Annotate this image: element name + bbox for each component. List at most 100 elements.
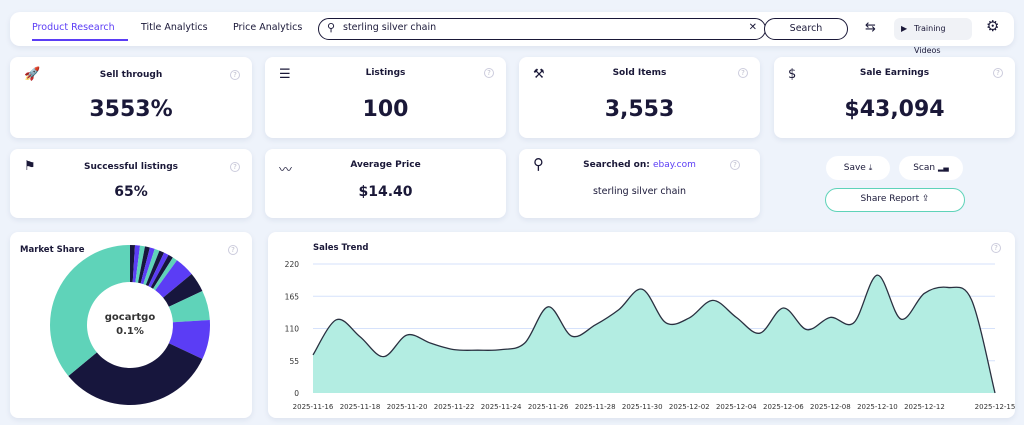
sales-trend-title: Sales Trend	[313, 243, 369, 253]
x-tick-label: 2025-11-22	[434, 403, 475, 411]
card-title: Sale Earnings	[859, 68, 930, 78]
gavel-icon: ⚒	[533, 67, 545, 82]
help-icon[interactable]: ?	[738, 68, 748, 78]
x-tick-label: 2025-12-15	[975, 403, 1015, 411]
market-share-title: Market Share	[20, 245, 85, 255]
tab-price-analytics[interactable]: Price Analytics	[233, 22, 303, 33]
rocket-icon: 🚀	[24, 67, 41, 82]
scan-button[interactable]: Scan ▂▄	[899, 156, 963, 180]
search-button[interactable]: Search	[764, 18, 848, 40]
donut-slice[interactable]	[132, 245, 141, 283]
y-tick-label: 165	[285, 292, 300, 301]
card-title: Listings	[365, 68, 406, 78]
training-videos-label: Training Videos	[914, 24, 946, 55]
x-tick-label: 2025-12-10	[857, 403, 898, 411]
card-value: $43,094	[844, 97, 945, 122]
card-title: Sell through	[99, 70, 163, 80]
x-tick-label: 2025-11-24	[481, 403, 522, 411]
card-value: 100	[362, 97, 409, 122]
x-tick-label: 2025-11-18	[340, 403, 381, 411]
searched-on-line: Searched on: ebay.com	[519, 160, 760, 170]
sell-through-card: 🚀 Sell through 3553% ?	[10, 57, 252, 138]
donut-slice[interactable]	[138, 246, 150, 284]
y-tick-label: 220	[285, 260, 300, 269]
search-icon: ⚲	[327, 21, 336, 34]
donut-slice[interactable]	[150, 254, 173, 289]
tab-title-analytics[interactable]: Title Analytics	[141, 22, 208, 33]
help-icon[interactable]: ?	[484, 68, 494, 78]
x-tick-label: 2025-11-16	[293, 403, 334, 411]
donut-slice[interactable]	[130, 245, 136, 283]
share-report-button[interactable]: Share Report ⇪	[825, 188, 965, 212]
search-query: sterling silver chain	[592, 186, 687, 197]
donut-slice[interactable]	[168, 290, 210, 323]
donut-slice[interactable]	[140, 247, 155, 285]
card-title: Sold Items	[612, 68, 667, 78]
donut-slice[interactable]	[168, 319, 210, 360]
x-tick-label: 2025-11-26	[528, 403, 569, 411]
trend-line	[312, 274, 996, 394]
share-label: Share Report	[860, 194, 920, 204]
training-videos-button[interactable]: ▶ Training Videos	[894, 18, 972, 55]
x-tick-label: 2025-12-02	[669, 403, 710, 411]
donut-slice[interactable]	[163, 274, 203, 307]
upload-icon: ⇪	[922, 194, 930, 204]
searched-on-label: Searched on:	[583, 160, 650, 170]
donut-slice[interactable]	[155, 260, 192, 298]
search-box: ⚲ ✕	[318, 18, 766, 40]
dollar-circle-icon: $	[788, 67, 797, 82]
sales-trend-chart: 0 55 110 165 220 2025-11-16 2025-11-18 2025-11-…	[285, 260, 1015, 411]
gear-icon[interactable]: ⚙	[986, 17, 1000, 35]
card-value: 3,553	[604, 97, 675, 122]
save-label: Save	[843, 163, 866, 173]
scan-label: Scan	[913, 163, 936, 173]
list-icon: ☰	[279, 67, 291, 82]
x-tick-label: 2025-12-08	[810, 403, 851, 411]
donut-slice[interactable]	[135, 245, 145, 283]
donut-slice[interactable]	[153, 257, 178, 291]
donut-slice[interactable]	[145, 250, 165, 287]
successful-listings-card: ⚑ Successful listings 65% ?	[10, 149, 252, 218]
y-tick-label: 110	[285, 325, 300, 334]
clear-icon[interactable]: ✕	[748, 22, 757, 33]
trend-icon: 〰	[279, 163, 293, 178]
x-tick-label: 2025-12-06	[763, 403, 804, 411]
flag-icon: ⚑	[24, 159, 36, 174]
donut-slice[interactable]	[50, 245, 131, 376]
search-input[interactable]	[343, 22, 723, 33]
donut-slice[interactable]	[68, 343, 203, 405]
area-fill	[313, 275, 995, 393]
filter-sliders-icon[interactable]: ⇆	[865, 20, 876, 35]
help-icon[interactable]: ?	[228, 245, 238, 255]
searched-on-card: ⚲ Searched on: ebay.com sterling silver …	[519, 149, 760, 218]
donut-slice[interactable]	[143, 248, 160, 286]
market-share-donut	[50, 245, 210, 405]
save-icon: ⤓	[868, 163, 873, 172]
save-button[interactable]: Save ⤓	[826, 156, 890, 180]
x-tick-label: 2025-11-30	[622, 403, 663, 411]
site-link[interactable]: ebay.com	[652, 160, 696, 170]
help-icon[interactable]: ?	[993, 68, 1003, 78]
tab-product-research[interactable]: Product Research	[32, 22, 115, 33]
help-icon[interactable]: ?	[730, 160, 740, 170]
active-tab-underline	[32, 39, 128, 41]
sold-items-card: ⚒ Sold Items 3,553 ?	[519, 57, 760, 138]
donut-center-label: gocartgo	[104, 312, 156, 323]
y-tick-label: 0	[294, 389, 299, 398]
help-icon[interactable]: ?	[230, 70, 240, 80]
listings-card: ☰ Listings 100 ?	[265, 57, 506, 138]
donut-slice[interactable]	[148, 252, 169, 288]
donut-center-value: 0.1%	[116, 326, 144, 337]
card-title: Successful listings	[83, 162, 179, 172]
top-nav: Product Research Title Analytics Price A…	[10, 12, 1014, 55]
card-title: Average Price	[350, 160, 421, 170]
average-price-card: 〰 Average Price $14.40	[265, 149, 506, 218]
x-tick-label: 2025-11-28	[575, 403, 616, 411]
sale-earnings-card: $ Sale Earnings $43,094 ?	[774, 57, 1015, 138]
help-icon[interactable]: ?	[230, 162, 240, 172]
sales-trend-card: Sales Trend ? 0 55 110 165 220 2025-11-16 2025…	[268, 232, 1015, 418]
help-icon[interactable]: ?	[991, 243, 1001, 253]
x-tick-label: 2025-11-20	[387, 403, 428, 411]
card-value: 3553%	[89, 97, 173, 122]
card-value: 65%	[114, 184, 148, 200]
